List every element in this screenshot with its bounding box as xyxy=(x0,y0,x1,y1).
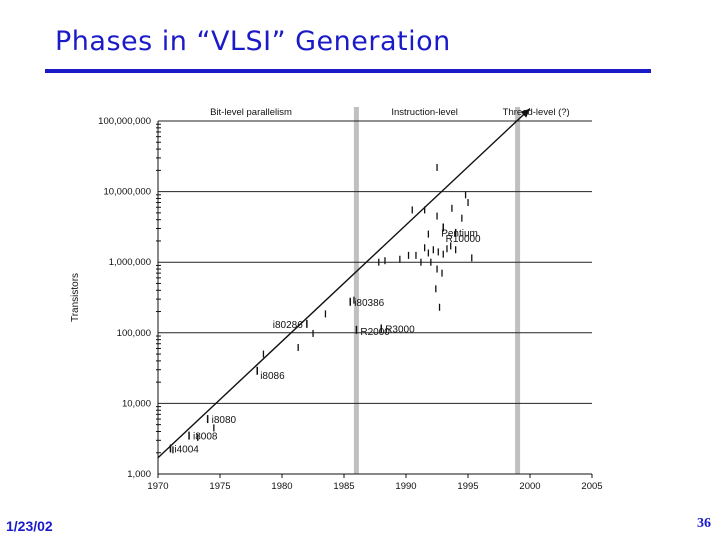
data-point xyxy=(461,214,463,222)
data-point xyxy=(420,258,422,266)
x-tick-label: 1970 xyxy=(147,481,168,492)
data-point-label: i8086 xyxy=(260,371,285,382)
data-point xyxy=(411,206,413,214)
data-point xyxy=(432,246,434,254)
x-tick-label: 1975 xyxy=(209,481,230,492)
data-point-label: i8080 xyxy=(212,415,237,426)
data-point xyxy=(424,206,426,214)
era-label: Thread-level (?) xyxy=(503,107,570,118)
data-point xyxy=(424,244,426,252)
trend-arrowhead xyxy=(520,108,530,118)
data-point-label: i80286 xyxy=(273,320,303,331)
data-point xyxy=(436,212,438,220)
data-point xyxy=(188,431,190,440)
era-boundary-band xyxy=(353,107,359,474)
y-tick-label: 1,000 xyxy=(127,469,151,480)
data-point xyxy=(436,265,438,273)
data-point xyxy=(169,444,172,453)
data-point xyxy=(384,257,386,265)
data-point xyxy=(438,303,441,311)
title-underline xyxy=(45,69,651,73)
x-tick-label: 1990 xyxy=(395,481,416,492)
x-tick-label: 1985 xyxy=(333,481,354,492)
data-point xyxy=(450,242,452,250)
data-point xyxy=(427,230,430,238)
x-tick-label: 2000 xyxy=(519,481,540,492)
y-axis-title: Transistors xyxy=(70,273,81,322)
x-tick-label: 1995 xyxy=(457,481,478,492)
data-point xyxy=(436,163,438,171)
data-point xyxy=(324,310,327,318)
data-point-label: i8008 xyxy=(193,432,218,443)
slide-number: 36 xyxy=(697,516,711,531)
data-point xyxy=(262,350,265,358)
data-point xyxy=(455,246,457,254)
era-label: Bit-level parallelism xyxy=(210,107,292,118)
slide-title: Phases in “VLSI” Generation xyxy=(55,26,451,57)
era-label: Instruction-level xyxy=(391,107,458,118)
data-point xyxy=(407,251,410,259)
data-point-label: i4004 xyxy=(174,444,199,455)
y-tick-label: 1,000,000 xyxy=(109,257,151,268)
trend-line xyxy=(157,108,531,459)
y-tick-label: 100,000 xyxy=(117,328,151,339)
data-point xyxy=(355,325,358,334)
data-point xyxy=(467,199,469,207)
data-point xyxy=(442,223,444,232)
data-point xyxy=(172,446,174,454)
data-point xyxy=(441,269,443,277)
data-point xyxy=(256,366,258,375)
y-tick-label: 10,000 xyxy=(122,398,151,409)
data-point xyxy=(353,296,355,304)
x-tick-label: 1980 xyxy=(271,481,292,492)
data-point xyxy=(380,324,382,333)
y-tick-label: 100,000,000 xyxy=(98,116,151,127)
data-point xyxy=(451,204,453,212)
data-point xyxy=(306,319,308,328)
x-tick-label: 2005 xyxy=(581,481,602,492)
data-point xyxy=(442,250,444,258)
data-point xyxy=(430,258,432,266)
data-point xyxy=(297,343,299,351)
data-point xyxy=(427,249,430,257)
data-point xyxy=(399,255,401,263)
data-point xyxy=(197,433,199,441)
data-point-label: Pentium xyxy=(441,229,478,240)
data-point xyxy=(213,424,215,432)
era-boundary-band xyxy=(515,107,521,474)
data-point xyxy=(378,258,380,266)
data-point-label: R3000 xyxy=(385,325,415,336)
data-point-label: R2000 xyxy=(360,327,390,338)
data-point xyxy=(454,228,457,237)
data-point-label: R10000 xyxy=(446,234,481,245)
data-point xyxy=(435,285,437,293)
data-point xyxy=(312,329,314,337)
data-point xyxy=(349,297,351,306)
footer-date: 1/23/02 xyxy=(6,518,53,534)
data-point xyxy=(415,251,417,259)
data-point xyxy=(206,415,209,424)
y-tick-label: 10,000,000 xyxy=(103,187,151,198)
data-point xyxy=(446,245,448,253)
data-point xyxy=(471,254,473,262)
data-point xyxy=(437,248,439,256)
data-point-label: i80386 xyxy=(354,298,384,309)
data-point xyxy=(464,191,467,199)
